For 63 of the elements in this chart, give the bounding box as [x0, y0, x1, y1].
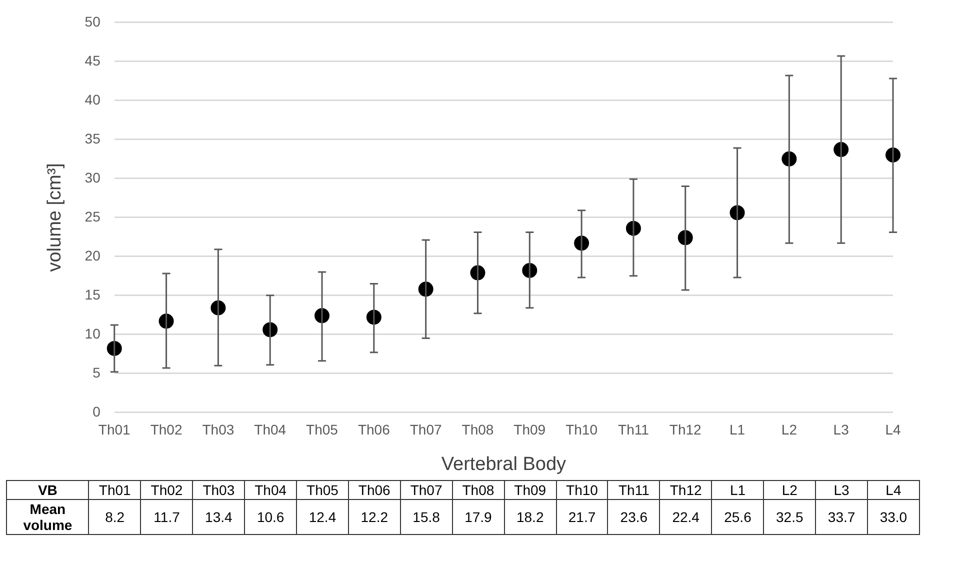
- data-label: 32.5: [764, 500, 816, 534]
- category-label: Th03: [202, 482, 235, 498]
- category-label: Th10: [566, 482, 598, 498]
- data-label: 12.2: [348, 500, 400, 534]
- y-tick-label: 15: [84, 286, 101, 302]
- category-label: Th07: [410, 482, 442, 498]
- y-tick-label: 5: [92, 364, 101, 380]
- category-label: Th08: [462, 482, 494, 498]
- category-label: Th05: [306, 482, 338, 498]
- y-tick-label: 45: [84, 52, 101, 68]
- y-tick-label: 35: [84, 130, 101, 146]
- category-label: Th01: [98, 482, 131, 498]
- x-tick-label: Th11: [618, 422, 650, 438]
- category-label: Th09: [514, 482, 546, 498]
- data-label: 12.4: [296, 500, 348, 534]
- x-tick-label: Th06: [358, 422, 390, 438]
- x-tick-label: Th09: [514, 422, 546, 438]
- x-tick-label: L4: [885, 422, 901, 438]
- x-tick-label: L1: [729, 422, 746, 438]
- x-tick-label: Th07: [410, 422, 442, 438]
- y-tick-label: 25: [84, 208, 101, 224]
- data-label: 23.6: [608, 500, 660, 534]
- text: VB: [6, 480, 89, 500]
- x-tick-label: Th08: [462, 422, 494, 438]
- x-tick-label: Th03: [202, 422, 234, 438]
- x-tick-label: Th01: [98, 422, 131, 438]
- data-label: 25.6: [712, 500, 764, 534]
- x-tick-label: Th02: [150, 422, 182, 438]
- category-label: L4: [886, 482, 902, 498]
- x-tick-label: Th10: [566, 422, 598, 438]
- data-label: 22.4: [660, 500, 712, 534]
- x-tick-label: Th04: [254, 422, 286, 438]
- y-tick-label: 30: [84, 169, 101, 186]
- category-label: L3: [834, 482, 850, 498]
- data-label: 33.0: [868, 500, 920, 534]
- y-axis-title: volume [cm³]: [44, 163, 66, 272]
- x-tick-label: L3: [833, 422, 850, 438]
- data-label: 33.7: [816, 500, 868, 534]
- x-tick-label: L2: [781, 422, 798, 438]
- y-tick-label: 40: [84, 91, 101, 108]
- x-tick-label: Th12: [669, 422, 702, 438]
- data-label: 8.2: [88, 500, 141, 534]
- category-label: Th06: [358, 482, 390, 498]
- category-label: L1: [730, 482, 746, 498]
- category-label: L2: [782, 482, 798, 498]
- text: Mean volume: [6, 500, 89, 534]
- data-label: 15.8: [400, 500, 452, 534]
- category-label: Th02: [150, 482, 183, 498]
- category-label: Th12: [670, 482, 702, 498]
- y-tick-label: 0: [92, 403, 101, 420]
- data-label: 21.7: [556, 500, 608, 534]
- y-tick-label: 20: [84, 247, 101, 264]
- y-tick-label: 50: [84, 13, 101, 30]
- x-axis-title: Vertebral Body: [441, 454, 566, 475]
- data-label: 17.9: [452, 500, 504, 534]
- data-label: 10.6: [244, 500, 297, 534]
- category-label: Th11: [618, 482, 650, 498]
- data-label: 18.2: [504, 500, 556, 534]
- data-label: 11.7: [140, 500, 193, 534]
- category-label: Th04: [254, 482, 287, 498]
- y-tick-label: 10: [84, 325, 101, 342]
- x-tick-label: Th05: [306, 422, 338, 438]
- data-label: 13.4: [192, 500, 245, 534]
